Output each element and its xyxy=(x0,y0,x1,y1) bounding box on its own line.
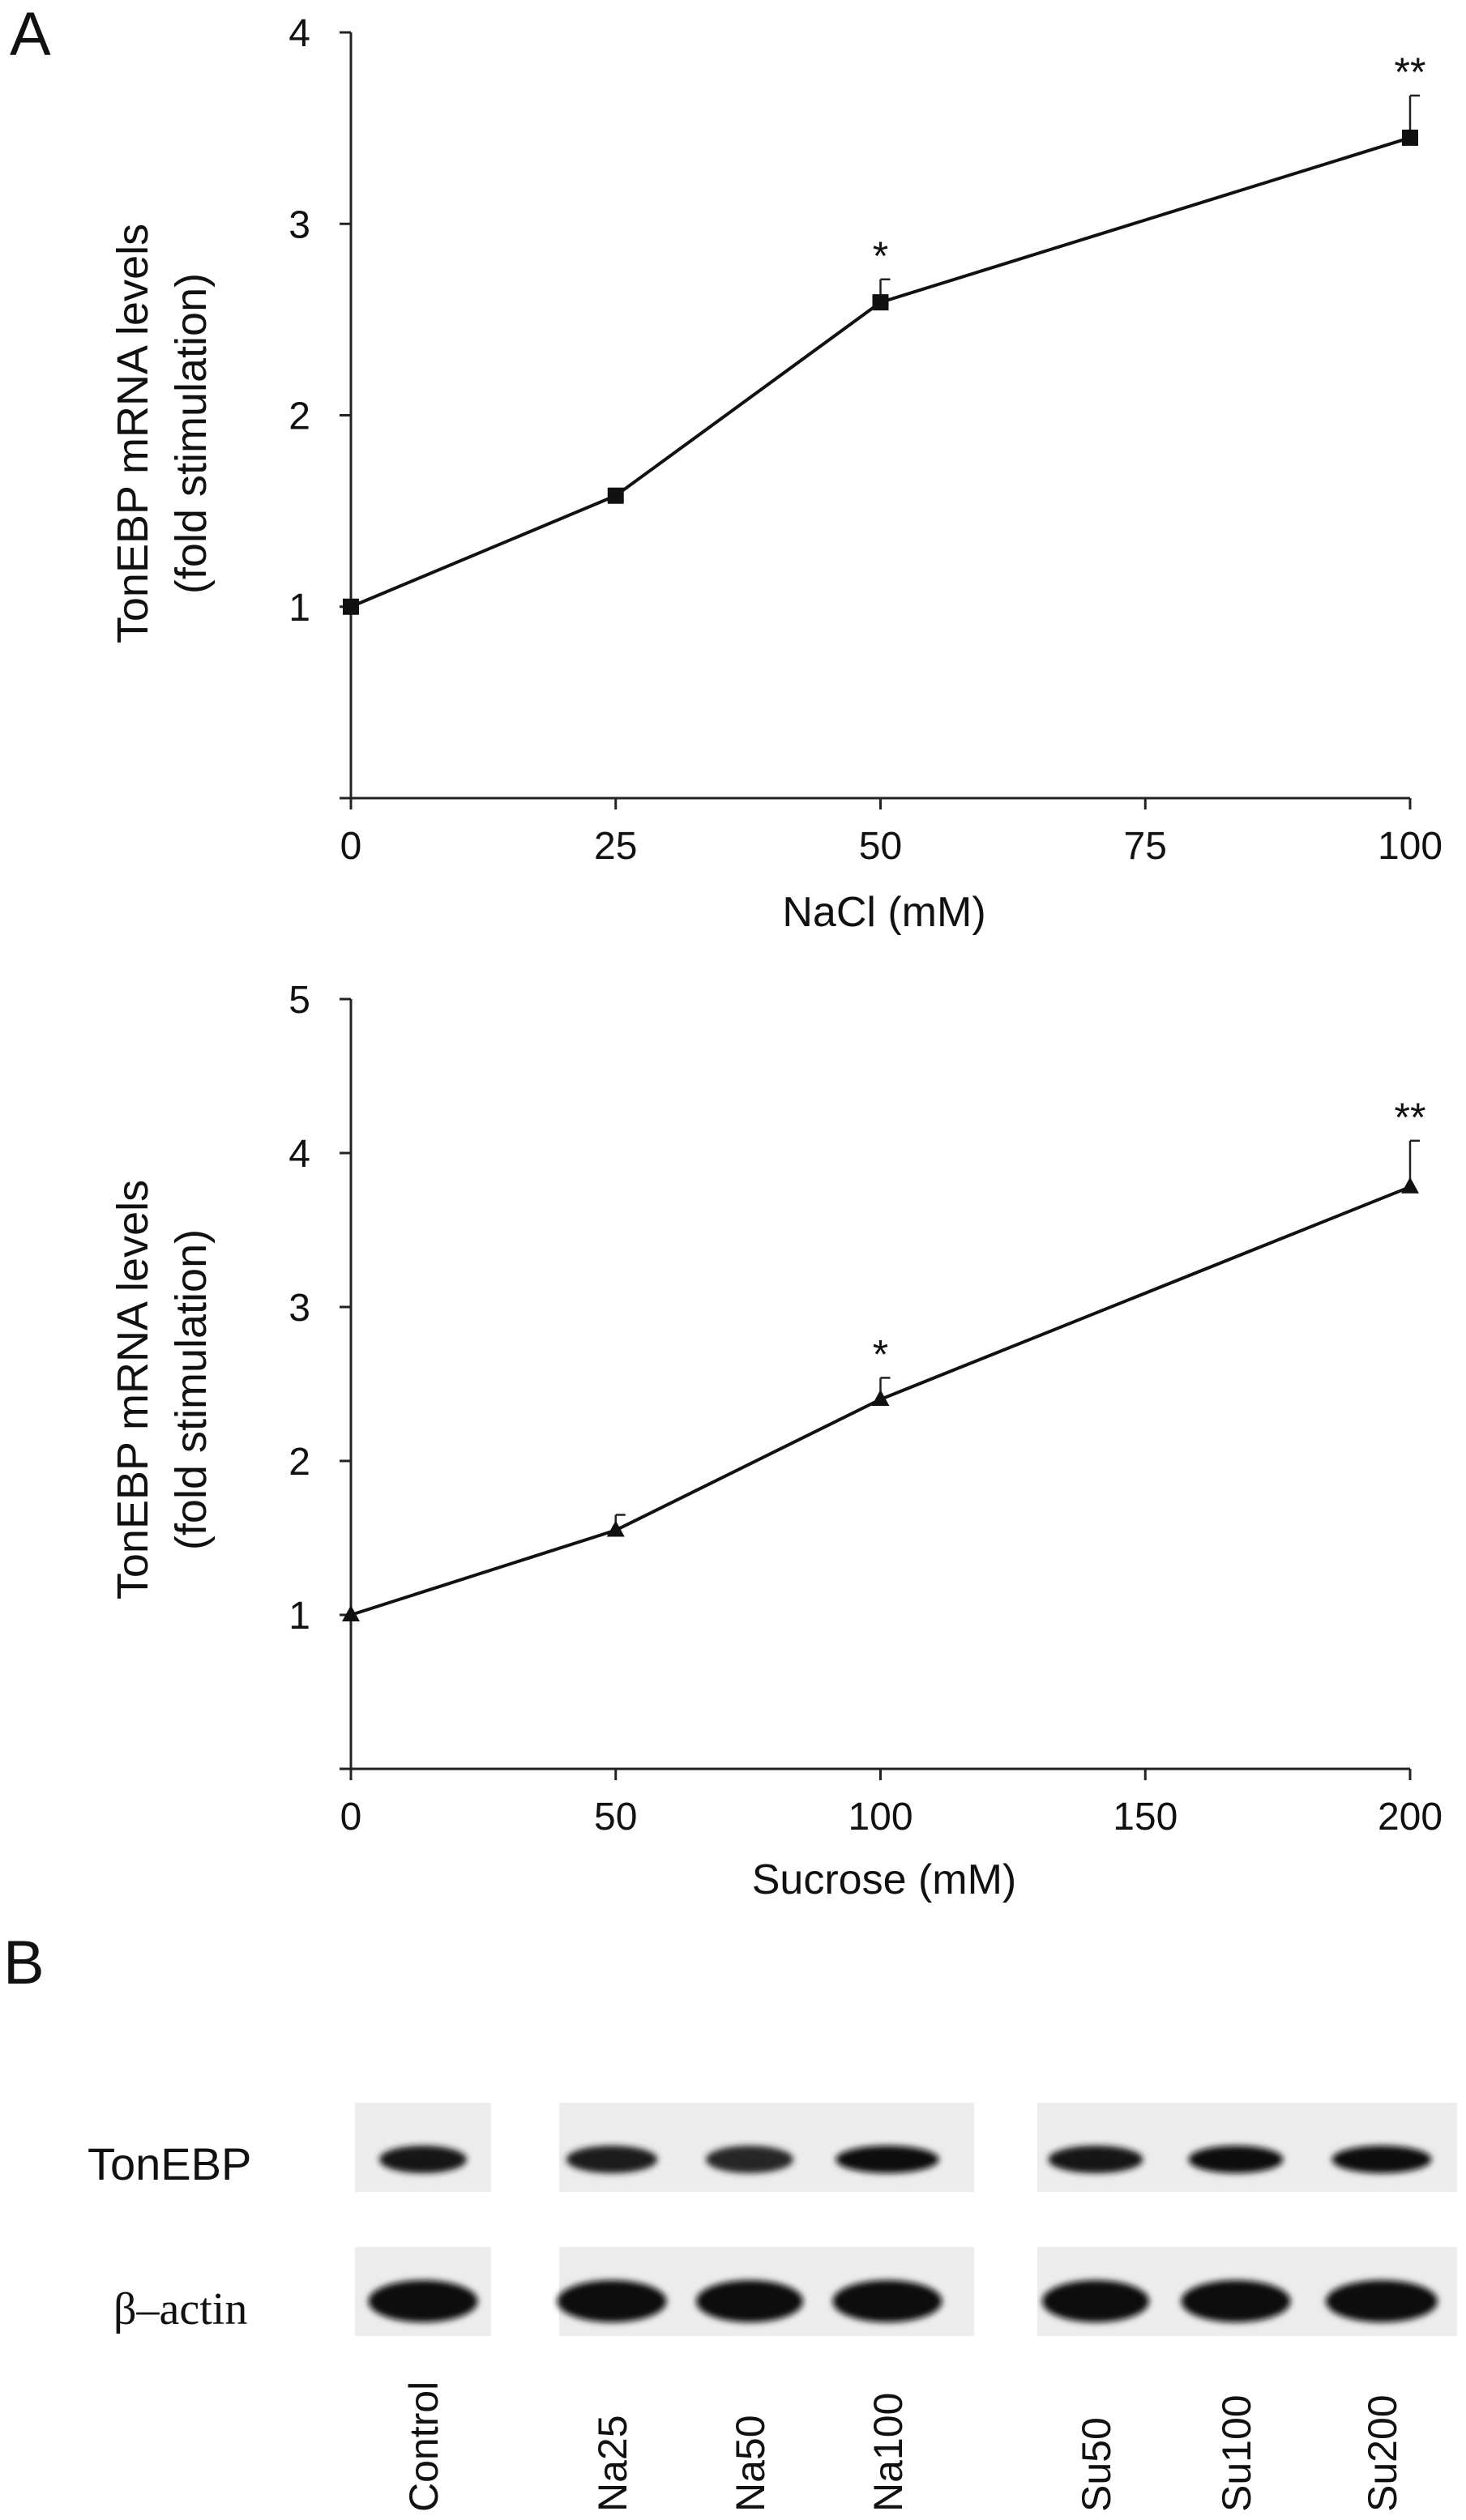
chart2-x-tick-label: 0 xyxy=(340,1796,362,1839)
chart1-data-point xyxy=(1402,129,1418,146)
chart2-y-tick-label: 5 xyxy=(288,979,310,1022)
blot-row-label-tonebp: TonEBP xyxy=(88,2138,251,2189)
chart1-ylabel-line2: (fold stimulation) xyxy=(167,273,216,594)
chart1-y-tick-label: 2 xyxy=(288,395,310,438)
chart1-x-tick-label: 0 xyxy=(340,825,362,868)
chart2-data-point xyxy=(1401,1177,1419,1194)
chart2-y-tick-label: 3 xyxy=(288,1287,310,1330)
blot-band xyxy=(1042,2280,1149,2322)
chart2-x-tick-label: 100 xyxy=(848,1796,913,1839)
western-blot: TonEBP β–actin Control Na25 Na50 Na100 Su50 S… xyxy=(88,2103,1457,2512)
chart2-x-tick-label: 200 xyxy=(1378,1796,1442,1839)
blot-band xyxy=(1331,2146,1432,2173)
blot-lane-label: Su100 xyxy=(1214,2394,1259,2512)
chart1-xlabel: NaCl (mM) xyxy=(782,889,985,936)
blot-band xyxy=(368,2280,478,2322)
chart1-significance-label: ** xyxy=(1395,49,1426,95)
chart1-significance-label: * xyxy=(873,233,888,279)
sucrose-chart: TonEBP mRNA levels (fold stimulation) Su… xyxy=(109,979,1442,1903)
blot-band xyxy=(836,2146,939,2173)
chart2-data-point xyxy=(606,1520,625,1537)
blot-band xyxy=(696,2280,803,2322)
chart2-y-tick-label: 2 xyxy=(288,1441,310,1484)
panel-label-b: B xyxy=(3,1928,45,1997)
chart1-y-tick-label: 3 xyxy=(288,203,310,246)
chart2-series-line xyxy=(350,1185,1411,1617)
chart2-xlabel: Sucrose (mM) xyxy=(752,1856,1016,1903)
chart1-data-point xyxy=(607,487,624,504)
blot-band xyxy=(1048,2146,1143,2173)
chart1-x-tick-label: 50 xyxy=(859,825,902,868)
chart2-data-point xyxy=(342,1605,360,1621)
chart1-x-tick-label: 75 xyxy=(1124,825,1167,868)
blot-band xyxy=(557,2280,667,2322)
chart1-x-tick-label: 100 xyxy=(1378,825,1442,868)
blot-row-label-beta-actin: β–actin xyxy=(113,2284,247,2334)
blot-lane-label: Su50 xyxy=(1074,2417,1119,2512)
chart1-y-tick-label: 4 xyxy=(288,12,310,55)
chart2-y-tick-label: 1 xyxy=(288,1595,310,1638)
blot-band xyxy=(1181,2280,1291,2322)
chart1-data-point xyxy=(343,598,359,615)
panel-label-a: A xyxy=(10,0,51,69)
blot-lane-label: Su200 xyxy=(1360,2394,1405,2512)
chart2-y-tick-label: 4 xyxy=(288,1133,310,1176)
chart2-data-point xyxy=(871,1390,890,1406)
chart1-data-point xyxy=(872,294,889,311)
chart1-x-tick-label: 25 xyxy=(594,825,637,868)
chart2-significance-label: ** xyxy=(1395,1095,1426,1140)
blot-band xyxy=(706,2146,793,2173)
chart2-x-tick-label: 150 xyxy=(1113,1796,1178,1839)
blot-lane-label: Control xyxy=(401,2381,447,2512)
chart1-ylabel-line1: TonEBP mRNA levels xyxy=(109,224,157,643)
chart2-x-tick-label: 50 xyxy=(594,1796,637,1839)
blot-lane-label: Na50 xyxy=(728,2415,773,2512)
blot-lane-label: Na25 xyxy=(590,2415,635,2512)
chart2-ylabel-line1: TonEBP mRNA levels xyxy=(109,1180,157,1600)
blot-band xyxy=(379,2146,467,2173)
blot-band xyxy=(1326,2280,1438,2322)
chart2-ylabel-line2: (fold stimulation) xyxy=(167,1229,216,1550)
nacl-chart: TonEBP mRNA levels (fold stimulation) Na… xyxy=(109,12,1442,936)
chart2-significance-label: * xyxy=(873,1331,888,1377)
chart1-series-line xyxy=(350,136,1411,609)
blot-band xyxy=(832,2280,942,2322)
blot-band xyxy=(566,2146,658,2173)
blot-lane-label: Na100 xyxy=(865,2393,911,2512)
chart1-y-tick-label: 1 xyxy=(288,587,310,630)
blot-band xyxy=(1188,2146,1284,2173)
